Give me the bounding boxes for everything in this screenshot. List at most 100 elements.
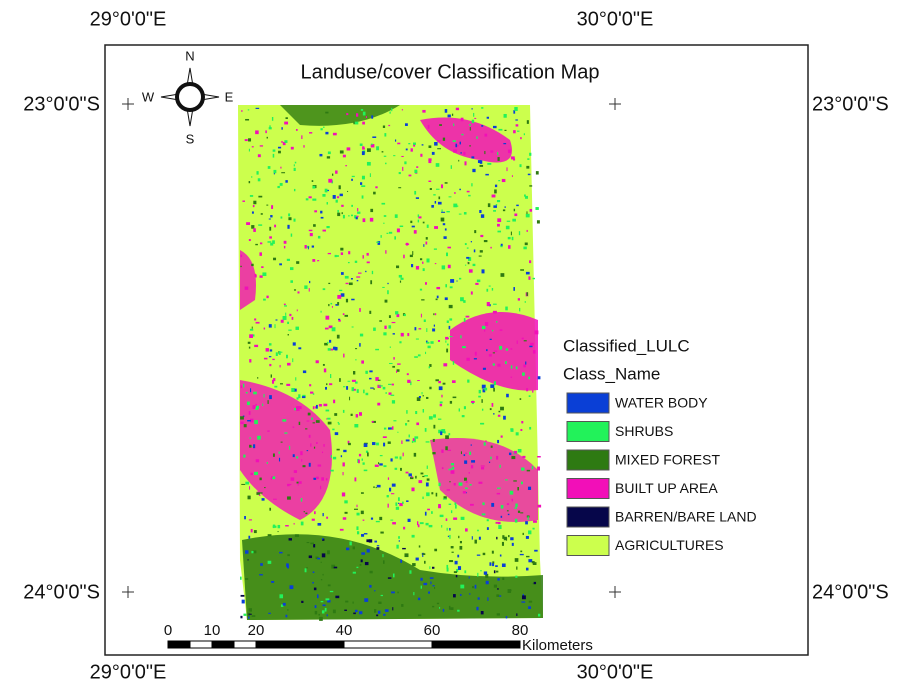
raster-speckle [519,553,524,556]
raster-speckle [296,397,299,400]
raster-speckle [308,196,312,199]
raster-speckle [361,534,365,537]
raster-speckle [303,145,305,148]
raster-speckle [500,273,505,277]
raster-speckle [273,169,277,174]
raster-speckle [486,349,488,352]
raster-speckle [391,493,395,495]
raster-speckle [371,270,374,275]
raster-speckle [435,379,439,382]
raster-speckle [506,503,510,505]
raster-speckle [380,235,382,238]
raster-speckle [400,332,404,337]
raster-speckle [359,308,361,312]
raster-speckle [428,180,432,182]
raster-speckle [293,523,295,525]
raster-speckle [524,195,528,199]
raster-speckle [460,584,465,589]
raster-speckle [422,475,425,478]
raster-speckle [455,143,458,148]
raster-speckle [445,435,449,440]
raster-speckle [328,178,333,183]
raster-speckle [526,292,528,296]
raster-speckle [492,561,495,564]
raster-speckle [253,444,256,449]
raster-speckle [389,487,392,492]
raster-speckle [318,404,322,407]
raster-speckle [454,192,456,194]
raster-speckle [397,431,399,433]
raster-speckle [428,524,433,528]
raster-speckle [294,534,299,537]
raster-speckle [515,119,518,121]
raster-speckle [432,605,435,608]
raster-speckle [416,422,420,426]
raster-speckle [263,298,266,301]
legend-label: BARREN/BARE LAND [615,509,757,525]
raster-speckle [391,426,394,430]
raster-speckle [274,324,276,329]
raster-speckle [258,224,263,226]
raster-speckle [432,328,436,332]
raster-speckle [526,165,530,169]
raster-speckle [291,316,294,320]
raster-speckle [491,288,494,291]
raster-speckle [285,312,287,316]
raster-speckle [387,503,389,508]
raster-speckle [340,252,344,255]
raster-speckle [510,537,514,541]
raster-speckle [266,461,268,464]
raster-speckle [321,553,326,558]
raster-speckle [448,325,451,330]
raster-speckle [411,440,414,443]
raster-speckle [296,456,299,459]
raster-speckle [486,288,489,292]
raster-speckle [285,525,289,527]
raster-speckle [417,380,420,382]
raster-speckle [399,280,402,283]
raster-speckle [309,233,313,237]
raster-speckle [453,571,458,574]
raster-speckle [415,265,420,270]
raster-speckle [388,325,392,329]
raster-speckle [507,236,511,240]
raster-speckle [406,500,409,502]
raster-speckle [338,185,341,190]
raster-speckle [247,109,250,111]
raster-speckle [298,347,302,350]
raster-speckle [316,594,319,599]
raster-speckle [362,218,366,223]
raster-speckle [370,144,375,148]
raster-speckle [507,513,510,516]
raster-speckle [493,413,495,415]
raster-speckle [340,455,343,458]
raster-speckle [469,127,471,131]
raster-speckle [348,215,350,217]
raster-speckle [245,391,248,394]
raster-speckle [527,516,529,521]
raster-speckle [499,464,501,468]
raster-speckle [514,558,519,562]
raster-speckle [453,517,458,520]
raster-speckle [264,486,266,489]
raster-speckle [306,450,309,452]
raster-speckle [263,393,265,398]
raster-speckle [327,417,331,420]
raster-speckle [496,613,500,616]
raster-speckle [292,426,295,428]
raster-speckle [499,329,503,331]
raster-speckle [373,486,375,488]
raster-speckle [450,463,455,466]
raster-speckle [269,226,272,231]
raster-speckle [453,203,458,208]
raster-speckle [426,341,430,344]
raster-speckle [387,577,392,579]
raster-speckle [396,313,400,318]
raster-speckle [292,454,295,458]
raster-speckle [528,395,531,397]
raster-speckle [360,559,363,563]
raster-speckle [462,346,466,349]
raster-speckle [257,154,261,158]
raster-speckle [437,148,441,150]
raster-speckle [396,369,400,372]
